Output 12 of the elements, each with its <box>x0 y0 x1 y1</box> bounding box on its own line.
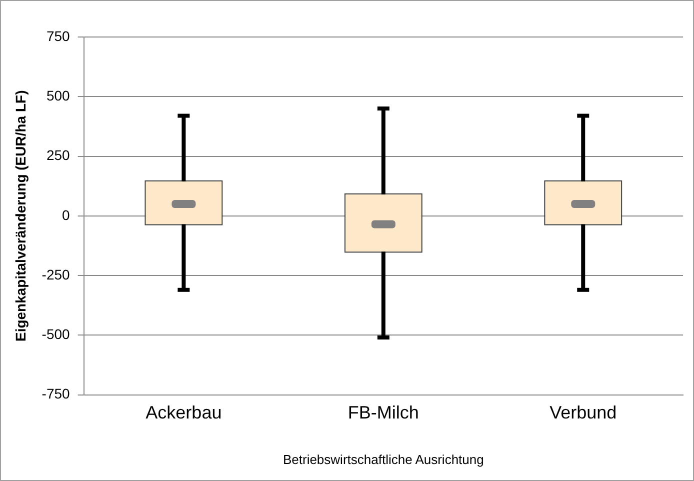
y-tick-label: -750 <box>42 386 70 402</box>
x-tick-label: Ackerbau <box>146 402 222 423</box>
y-tick-label: -500 <box>42 326 70 342</box>
y-tick-label: -250 <box>42 266 70 282</box>
y-tick-label: 250 <box>46 147 70 164</box>
y-tick-label: 750 <box>46 28 70 44</box>
x-tick-label: Verbund <box>550 402 617 423</box>
y-tick-label: 0 <box>62 206 70 223</box>
x-tick-label: FB-Milch <box>348 402 419 423</box>
x-axis-title: Betriebswirtschaftliche Ausrichtung <box>282 452 484 467</box>
y-axis-title: Eigenkapitalveränderung (EUR/ha LF) <box>12 90 28 342</box>
y-tick-label: 500 <box>46 87 70 104</box>
